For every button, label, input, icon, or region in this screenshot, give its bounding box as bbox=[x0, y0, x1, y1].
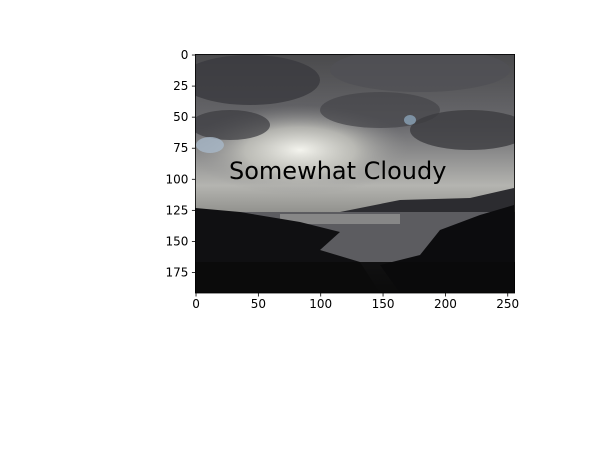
y-tick-label: 100 bbox=[165, 172, 188, 186]
photo bbox=[195, 54, 515, 294]
y-tick-label: 175 bbox=[165, 265, 188, 279]
y-tick-label: 125 bbox=[165, 203, 188, 217]
y-tick-label: 25 bbox=[173, 79, 188, 93]
x-tick-label: 0 bbox=[192, 297, 200, 311]
y-tick-label: 50 bbox=[173, 110, 188, 124]
x-tick-label: 150 bbox=[372, 297, 395, 311]
x-tick-label: 50 bbox=[251, 297, 266, 311]
y-tick-label: 150 bbox=[165, 234, 188, 248]
y-tick-label: 0 bbox=[181, 48, 189, 62]
x-tick-label: 250 bbox=[496, 297, 519, 311]
x-tick-label: 100 bbox=[309, 297, 332, 311]
y-tick-label: 75 bbox=[173, 141, 188, 155]
x-tick-label: 200 bbox=[434, 297, 457, 311]
annotation: Somewhat Cloudy bbox=[229, 157, 446, 185]
axes-frame bbox=[194, 54, 516, 294]
